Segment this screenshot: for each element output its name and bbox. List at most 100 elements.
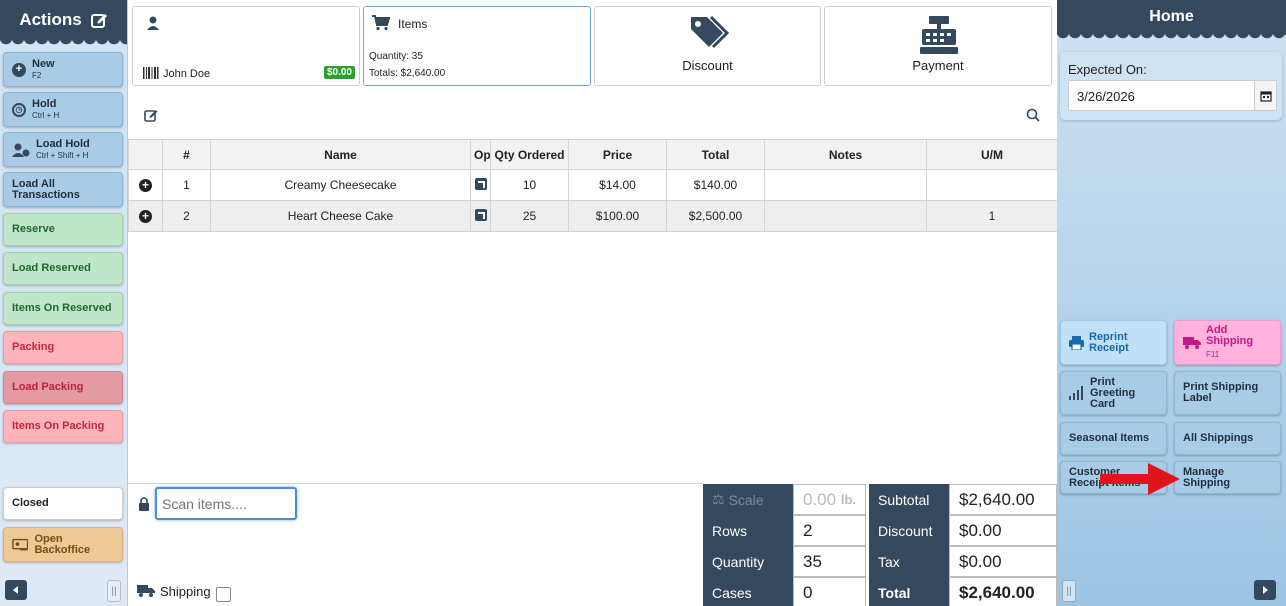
total-label-cell: Total bbox=[869, 577, 949, 606]
col-header-op[interactable]: Op bbox=[470, 139, 491, 170]
table-row[interactable]: + 1 Creamy Cheesecake 10 $14.00 $140.00 bbox=[128, 169, 1058, 201]
col-header-notes[interactable]: Notes bbox=[764, 139, 927, 170]
new-shortcut: F2 bbox=[32, 70, 42, 80]
seasonal-items-button[interactable]: Seasonal Items bbox=[1060, 422, 1167, 455]
row-expand-cell[interactable]: + bbox=[128, 200, 163, 232]
plus-circle-icon[interactable]: + bbox=[139, 179, 152, 192]
cart-icon bbox=[372, 15, 390, 31]
col-header-number[interactable]: # bbox=[162, 139, 211, 170]
reserve-button[interactable]: Reserve bbox=[3, 213, 123, 246]
scan-items-input[interactable] bbox=[155, 487, 297, 520]
quantity-value: 35 bbox=[803, 551, 822, 571]
rows-label: Rows bbox=[712, 522, 748, 539]
load-packing-button[interactable]: Load Packing bbox=[3, 371, 123, 404]
customer-card[interactable]: John Doe $0.00 bbox=[132, 6, 360, 86]
items-card[interactable]: Items Quantity: 35 Totals: $2,640.00 bbox=[363, 6, 591, 86]
col-header-qty[interactable]: Qty Ordered bbox=[490, 139, 569, 170]
right-resize-handle[interactable]: || bbox=[1062, 580, 1076, 602]
row-um[interactable]: 1 bbox=[926, 200, 1058, 232]
items-on-packing-button[interactable]: Items On Packing bbox=[3, 410, 123, 443]
actions-sidebar: Actions + New F2 ◷ Hold Ctrl + H Load Hold… bbox=[0, 0, 128, 606]
add-shipping-shortcut: F11 bbox=[1206, 350, 1220, 359]
tax-value: $0.00 bbox=[959, 551, 1002, 571]
print-greeting-card-button[interactable]: Print Greeting Card bbox=[1060, 371, 1167, 415]
caret-left-icon bbox=[13, 586, 18, 594]
scale-unit: lb. bbox=[840, 492, 856, 507]
items-card-totals: Totals: $2,640.00 bbox=[369, 68, 446, 79]
search-icon[interactable] bbox=[1026, 108, 1040, 122]
load-hold-button[interactable]: Load Hold Ctrl + Shift + H bbox=[3, 132, 123, 167]
col-header-price[interactable]: Price bbox=[568, 139, 667, 170]
print-shipping-label-button[interactable]: Print Shipping Label bbox=[1174, 371, 1281, 415]
add-shipping-button[interactable]: Add Shipping F11 bbox=[1174, 320, 1281, 365]
home-title: Home bbox=[1149, 8, 1194, 25]
col-header-total[interactable]: Total bbox=[666, 139, 765, 170]
items-on-reserved-button[interactable]: Items On Reserved bbox=[3, 292, 123, 325]
quantity-label-cell: Quantity bbox=[703, 546, 793, 577]
closed-button[interactable]: Closed bbox=[3, 487, 123, 520]
manage-shipping-button[interactable]: Manage Shipping bbox=[1174, 461, 1281, 494]
collapse-left-button[interactable] bbox=[5, 580, 27, 600]
shipping-truck-icon bbox=[1183, 337, 1201, 349]
signal-bars-icon bbox=[1069, 386, 1083, 400]
print-greeting-card-label: Print Greeting Card bbox=[1090, 375, 1136, 410]
scale-value-cell: 0.00 lb. bbox=[793, 484, 866, 515]
red-arrow-annotation bbox=[1100, 463, 1180, 495]
quantity-value-cell: 35 bbox=[793, 546, 866, 577]
row-um[interactable] bbox=[926, 169, 1058, 201]
items-card-quantity: Quantity: 35 bbox=[369, 51, 423, 62]
load-reserved-button[interactable]: Load Reserved bbox=[3, 252, 123, 285]
seasonal-items-label: Seasonal Items bbox=[1069, 432, 1150, 444]
calendar-button[interactable] bbox=[1254, 81, 1276, 110]
open-backoffice-label: Open Backoffice bbox=[34, 532, 91, 556]
discount-card[interactable]: Discount bbox=[594, 6, 821, 86]
left-resize-handle[interactable]: || bbox=[107, 580, 121, 602]
subtotal-label-cell: Subtotal bbox=[869, 484, 949, 515]
backoffice-icon bbox=[12, 538, 29, 550]
load-packing-label: Load Packing bbox=[12, 381, 84, 393]
expected-on-date-input[interactable]: 3/26/2026 bbox=[1068, 80, 1277, 111]
packing-label: Packing bbox=[12, 341, 55, 353]
shipping-checkbox[interactable] bbox=[216, 587, 231, 602]
row-price[interactable]: $100.00 bbox=[568, 200, 667, 232]
caret-right-icon bbox=[1263, 586, 1268, 594]
col-header-name[interactable]: Name bbox=[210, 139, 471, 170]
col-header-um[interactable]: U/M bbox=[926, 139, 1058, 170]
open-item-icon[interactable] bbox=[474, 177, 487, 190]
packing-button[interactable]: Packing bbox=[3, 331, 123, 364]
new-label: New bbox=[32, 57, 55, 70]
row-qty[interactable]: 10 bbox=[490, 169, 569, 201]
truck-icon bbox=[137, 585, 155, 597]
row-notes[interactable] bbox=[764, 200, 927, 232]
row-total: $2,500.00 bbox=[666, 200, 765, 232]
collapse-right-button[interactable] bbox=[1254, 580, 1276, 600]
row-notes[interactable] bbox=[764, 169, 927, 201]
row-price[interactable]: $14.00 bbox=[568, 169, 667, 201]
edit-order-icon[interactable] bbox=[144, 108, 158, 122]
row-expand-cell[interactable]: + bbox=[128, 169, 163, 201]
printer-icon bbox=[1069, 335, 1084, 350]
payment-card[interactable]: Payment bbox=[824, 6, 1052, 86]
open-item-icon[interactable] bbox=[474, 208, 487, 221]
open-backoffice-button[interactable]: Open Backoffice bbox=[3, 527, 123, 562]
lock-icon bbox=[139, 497, 149, 511]
new-button[interactable]: + New F2 bbox=[3, 52, 123, 87]
reprint-receipt-button[interactable]: Reprint Receipt bbox=[1060, 320, 1167, 365]
table-row[interactable]: + 2 Heart Cheese Cake 25 $100.00 $2,500.… bbox=[128, 200, 1058, 232]
plus-circle-icon[interactable]: + bbox=[139, 210, 152, 223]
bottom-divider bbox=[128, 483, 703, 484]
hold-button[interactable]: ◷ Hold Ctrl + H bbox=[3, 92, 123, 127]
row-op-cell[interactable] bbox=[470, 169, 491, 201]
load-hold-shortcut: Ctrl + Shift + H bbox=[36, 150, 89, 160]
all-shippings-button[interactable]: All Shippings bbox=[1174, 422, 1281, 455]
row-op-cell[interactable] bbox=[470, 200, 491, 232]
edit-icon[interactable] bbox=[90, 11, 108, 29]
tax-label-cell: Tax bbox=[869, 546, 949, 577]
load-all-transactions-button[interactable]: Load All Transactions bbox=[3, 172, 123, 207]
cases-value-cell: 0 bbox=[793, 577, 866, 606]
rows-value: 2 bbox=[803, 520, 813, 540]
row-qty[interactable]: 25 bbox=[490, 200, 569, 232]
row-number: 1 bbox=[162, 169, 211, 201]
add-shipping-label: Add Shipping bbox=[1206, 324, 1254, 347]
quantity-label: Quantity bbox=[712, 553, 765, 570]
